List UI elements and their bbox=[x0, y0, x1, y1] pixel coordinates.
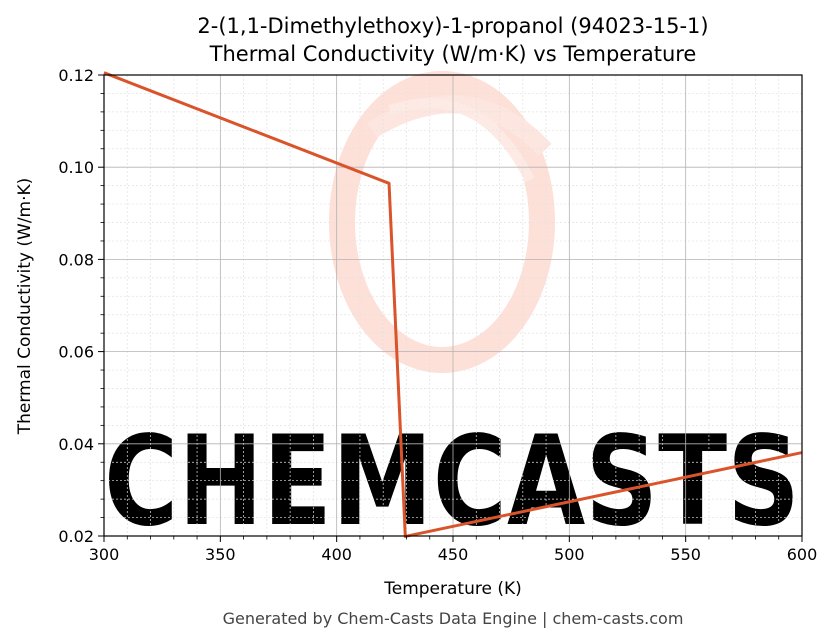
watermark-text: CHEMCASTS bbox=[104, 410, 800, 554]
y-tick-label: 0.12 bbox=[58, 66, 94, 85]
series bbox=[103, 71, 803, 538]
chart-subtitle: Thermal Conductivity (W/m·K) vs Temperat… bbox=[209, 42, 697, 66]
x-tick-label: 600 bbox=[787, 545, 818, 564]
x-tick-label: 500 bbox=[554, 545, 585, 564]
x-tick-label: 300 bbox=[89, 545, 120, 564]
x-tick-label: 450 bbox=[438, 545, 469, 564]
y-tick-label: 0.04 bbox=[58, 435, 94, 454]
y-tick-label: 0.08 bbox=[58, 250, 94, 269]
ticks: 300 350 400 450 500 550 600 0.02 0.04 0.06 0.08 0.1… bbox=[58, 66, 817, 564]
y-tick-label: 0.06 bbox=[58, 343, 94, 362]
x-tick-label: 350 bbox=[205, 545, 236, 564]
footer-credit: Generated by Chem-Casts Data Engine | ch… bbox=[223, 609, 684, 628]
y-tick-label: 0.02 bbox=[58, 527, 94, 546]
x-axis-label: Temperature (K) bbox=[383, 579, 522, 599]
chart-title: 2-(1,1-Dimethylethoxy)-1-propanol (94023… bbox=[197, 14, 708, 38]
y-axis-label: Thermal Conductivity (W/m·K) bbox=[15, 178, 35, 436]
watermark: CHEMCASTS bbox=[104, 71, 800, 554]
watermark-logo bbox=[329, 71, 555, 373]
x-tick-label: 400 bbox=[321, 545, 352, 564]
x-tick-label: 550 bbox=[670, 545, 701, 564]
series-line bbox=[103, 71, 803, 538]
y-tick-label: 0.10 bbox=[58, 158, 94, 177]
